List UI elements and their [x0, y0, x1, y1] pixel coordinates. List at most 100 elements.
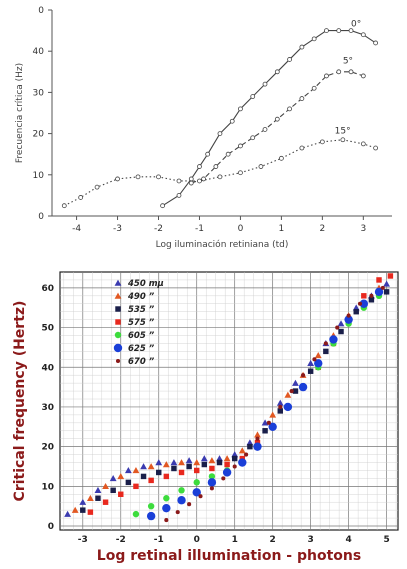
data-point [360, 73, 366, 79]
data-point [274, 116, 280, 122]
data-point [268, 422, 277, 431]
data-point [387, 273, 394, 279]
data-point [125, 479, 132, 486]
data-point [176, 192, 182, 198]
y-tick-label: 20 [41, 443, 54, 453]
data-point [147, 502, 155, 510]
data-point [80, 507, 86, 513]
data-point [71, 506, 79, 513]
data-point [287, 57, 292, 62]
data-point [232, 464, 237, 469]
data-point [162, 461, 170, 468]
data-point [314, 351, 322, 359]
data-point [369, 293, 374, 298]
x-tick-label: 4 [345, 535, 351, 545]
data-point [102, 482, 109, 490]
data-point [258, 164, 264, 169]
data-point [278, 404, 283, 409]
data-point [373, 145, 379, 151]
data-point [178, 459, 185, 466]
data-point [155, 459, 163, 466]
data-point [323, 341, 328, 346]
data-point [348, 28, 354, 34]
data-point [217, 131, 223, 137]
data-point [94, 486, 102, 494]
data-point [140, 463, 147, 470]
x-tick-label: 1 [232, 535, 238, 545]
data-point [178, 469, 185, 476]
data-point [148, 477, 154, 484]
data-point [132, 467, 140, 474]
x-tick-label: -3 [113, 224, 122, 234]
data-point [87, 509, 94, 515]
data-point [163, 473, 170, 480]
data-point [352, 304, 360, 311]
data-point [360, 32, 366, 38]
data-point [299, 96, 305, 101]
y-tick-label: 40 [33, 47, 45, 57]
x-tick-label: 3 [308, 535, 314, 545]
data-point [135, 174, 141, 180]
data-point [274, 69, 280, 75]
data-point [292, 379, 299, 386]
data-point [238, 447, 246, 454]
legend-label: 450 mμ [127, 279, 164, 289]
data-point [225, 151, 231, 157]
data-point [311, 36, 317, 42]
x-tick-label: 2 [270, 535, 276, 545]
x-axis-label: Log iluminación retiniana (td) [156, 239, 289, 250]
x-tick-label: 2 [319, 224, 325, 234]
data-point [383, 289, 390, 295]
legend-marker [115, 306, 121, 312]
legend-label: 625 ” [128, 344, 155, 354]
legend-label: 535 ” [128, 305, 155, 315]
data-point [346, 313, 351, 318]
y-tick-label: 0 [38, 6, 44, 16]
data-point [133, 483, 139, 490]
data-point [348, 69, 354, 75]
series-line-15° [64, 139, 376, 207]
x-tick-label: -1 [195, 224, 204, 234]
data-point [238, 143, 243, 149]
y-tick-label: 30 [41, 403, 54, 413]
y-tick-label: 0 [38, 212, 44, 222]
chart-critical-frequency: -3 -2 -1 0 1 2 3 4 5 0 10 20 30 40 50 60 Log retinal ill… [0, 258, 407, 569]
curve-label: 0° [351, 19, 361, 29]
data-point [64, 510, 71, 517]
legend-marker [114, 279, 122, 286]
y-tick-label: 10 [33, 171, 45, 181]
x-tick-label: -4 [72, 224, 81, 234]
chart-frecuencia-critica: -4 -3 -2 -1 0 1 2 3 0 10 20 30 40 0 Log iluminación re… [0, 0, 407, 258]
data-point [140, 473, 147, 480]
data-point [224, 461, 230, 468]
data-point [118, 491, 124, 497]
data-point [361, 293, 367, 299]
data-point [324, 28, 329, 34]
data-point [164, 518, 169, 523]
data-point [307, 359, 315, 367]
data-point [177, 496, 186, 505]
data-point [299, 145, 305, 151]
data-point [238, 170, 243, 176]
data-point [86, 494, 94, 501]
data-point [231, 451, 239, 458]
data-point [193, 467, 200, 474]
data-point [373, 40, 379, 46]
data-point [156, 174, 161, 180]
y-tick-label: 20 [33, 130, 45, 140]
data-point [146, 511, 156, 521]
legend-marker [113, 343, 123, 353]
data-point [340, 137, 346, 143]
data-point [209, 465, 215, 472]
data-point [238, 106, 243, 112]
legend-label: 575 ” [128, 318, 155, 328]
data-point [216, 459, 223, 466]
data-point [262, 127, 268, 132]
data-point [207, 478, 217, 487]
data-point [360, 141, 366, 147]
data-point [307, 368, 314, 374]
y-tick-label: 10 [41, 482, 54, 492]
data-point [238, 458, 247, 467]
data-point [368, 297, 375, 303]
data-point [178, 487, 185, 494]
